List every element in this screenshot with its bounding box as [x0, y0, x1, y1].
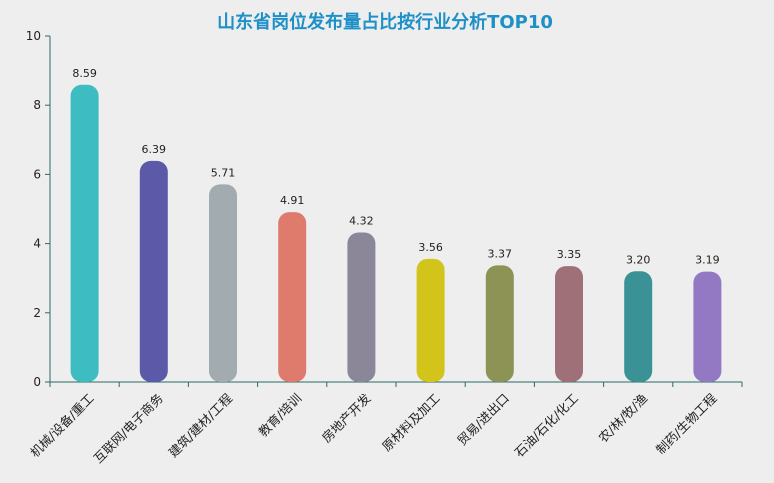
x-category-label: 建筑/建材/工程 — [166, 390, 236, 460]
bar-value-label: 3.56 — [418, 241, 443, 254]
bar — [416, 258, 445, 382]
bar-value-label: 8.59 — [72, 67, 97, 80]
y-tick-label: 4 — [33, 237, 41, 251]
bar — [278, 212, 307, 382]
bar-value-label: 5.71 — [211, 166, 236, 179]
x-category-label: 农/林/牧/渔 — [595, 391, 650, 446]
axes: 0 2 4 6 8 10 — [26, 29, 743, 389]
x-category-label: 贸易/进出口 — [454, 391, 512, 449]
y-tick-label: 6 — [33, 167, 41, 181]
bar — [347, 232, 376, 382]
bar-value-label: 3.20 — [626, 253, 651, 266]
x-category-label: 互联网/电子商务 — [90, 391, 165, 466]
bar — [693, 271, 722, 382]
bar-value-label: 3.37 — [488, 247, 513, 260]
bar — [624, 271, 653, 382]
x-category-label: 石油/石化/化工 — [512, 391, 582, 461]
value-labels-group: 8.59 6.39 5.71 4.91 4.32 3.56 3.37 3.35 3.20 3.19 — [72, 67, 719, 267]
bars-group — [70, 84, 722, 382]
bar-value-label: 6.39 — [142, 143, 167, 156]
chart-title: 山东省岗位发布量占比按行业分析TOP10 — [217, 11, 553, 33]
bar-value-label: 4.91 — [280, 194, 305, 207]
bar — [485, 265, 514, 382]
x-category-label: 制药/生物工程 — [653, 390, 720, 457]
x-category-label: 房地产开发 — [319, 390, 374, 445]
bar-value-label: 3.19 — [695, 254, 720, 267]
y-tick-label: 10 — [26, 29, 41, 43]
y-tick-label: 2 — [33, 306, 41, 320]
bar — [139, 160, 168, 382]
y-tick-label: 8 — [33, 98, 41, 112]
bar-value-label: 4.32 — [349, 215, 374, 228]
bar — [555, 266, 583, 382]
x-category-label: 教育/培训 — [255, 391, 304, 440]
bar-value-label: 3.35 — [557, 248, 582, 261]
y-tick-label: 0 — [33, 375, 41, 389]
bar — [70, 84, 99, 382]
bar — [209, 184, 237, 382]
x-category-label: 原材料及加工 — [379, 391, 443, 455]
x-category-label: 机械/设备/重工 — [27, 391, 97, 461]
